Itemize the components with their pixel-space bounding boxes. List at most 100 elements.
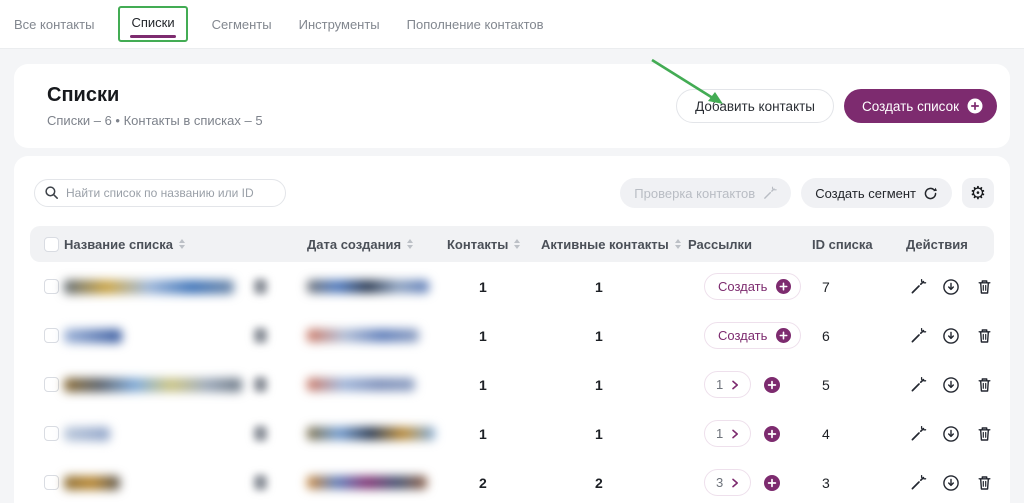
list-id: 3 — [822, 474, 830, 491]
download-icon[interactable] — [941, 473, 961, 493]
row-checkbox[interactable] — [44, 279, 59, 294]
trash-icon[interactable] — [974, 277, 994, 297]
lists-table-card: Проверка контактов Создать сегмент ⚙ Наз… — [14, 156, 1010, 503]
table-row: 1 1 1 5 — [30, 360, 994, 409]
tab-lists[interactable]: Списки — [131, 15, 175, 30]
tab-contact-replenishment[interactable]: Пополнение контактов — [406, 16, 544, 32]
row-checkbox[interactable] — [44, 328, 59, 343]
tab-tools[interactable]: Инструменты — [298, 16, 380, 32]
magic-wand-icon[interactable] — [908, 375, 928, 395]
list-name-cell[interactable] — [64, 475, 307, 490]
gear-icon: ⚙ — [969, 183, 987, 203]
add-campaign-button[interactable] — [764, 376, 781, 393]
redacted-edit-icon — [254, 475, 267, 490]
trash-icon[interactable] — [974, 375, 994, 395]
trash-icon[interactable] — [974, 473, 994, 493]
contacts-count: 1 — [479, 425, 487, 442]
tab-all-contacts[interactable]: Все контакты — [14, 16, 95, 32]
active-contacts-count: 1 — [595, 278, 603, 295]
col-campaigns: Рассылки — [688, 237, 812, 252]
select-all-checkbox[interactable] — [44, 236, 59, 252]
col-list-name[interactable]: Название списка — [64, 237, 307, 252]
created-date-cell — [307, 280, 447, 293]
page-title: Списки — [47, 83, 120, 106]
campaigns-count-button[interactable]: 1 — [704, 420, 752, 447]
download-icon[interactable] — [941, 326, 961, 346]
redacted-edit-icon — [254, 328, 267, 343]
campaigns-count-button[interactable]: 3 — [704, 469, 752, 496]
campaigns-cell: 3 — [688, 469, 812, 496]
redacted-list-name — [64, 279, 234, 294]
active-contacts-count: 2 — [595, 474, 603, 491]
check-contacts-button[interactable]: Проверка контактов — [620, 178, 792, 208]
row-check-cell — [30, 426, 64, 441]
toolbar-right: Проверка контактов Создать сегмент ⚙ — [620, 178, 994, 208]
row-check-cell — [30, 377, 64, 392]
list-name-cell[interactable] — [64, 279, 307, 294]
create-campaign-button[interactable]: Создать — [704, 322, 802, 349]
col-label: Активные контакты — [541, 236, 669, 252]
campaigns-count: 3 — [716, 475, 724, 490]
list-id: 7 — [822, 278, 830, 295]
redacted-created-date — [307, 329, 419, 342]
created-date-cell — [307, 427, 447, 440]
add-campaign-button[interactable] — [764, 425, 781, 442]
row-checkbox[interactable] — [44, 426, 59, 441]
download-icon[interactable] — [941, 277, 961, 297]
magic-wand-icon[interactable] — [908, 424, 928, 444]
magic-wand-icon[interactable] — [908, 277, 928, 297]
list-name-cell[interactable] — [64, 377, 307, 392]
create-segment-button[interactable]: Создать сегмент — [801, 178, 952, 208]
created-date-cell — [307, 378, 447, 391]
create-list-button[interactable]: Создать список — [844, 89, 997, 123]
search-input[interactable] — [34, 179, 286, 207]
redacted-list-name — [64, 426, 110, 441]
col-label: Действия — [906, 236, 968, 252]
add-contacts-button[interactable]: Добавить контакты — [676, 89, 835, 123]
redacted-list-name — [64, 328, 122, 343]
magic-wand-icon[interactable] — [908, 326, 928, 346]
row-check-cell — [30, 328, 64, 343]
trash-icon[interactable] — [974, 424, 994, 444]
campaigns-cell: 1 — [688, 420, 812, 447]
active-tab-underline — [130, 35, 176, 38]
row-checkbox[interactable] — [44, 377, 59, 392]
trash-icon[interactable] — [974, 326, 994, 346]
list-name-cell[interactable] — [64, 328, 307, 343]
page-header-card: Списки Списки – 6 • Контакты в списках –… — [14, 64, 1010, 148]
add-campaign-button[interactable] — [764, 474, 781, 491]
col-active-contacts[interactable]: Активные контакты — [541, 237, 688, 252]
select-all-cell — [30, 236, 64, 252]
tab-segments[interactable]: Сегменты — [211, 16, 272, 32]
search-icon — [44, 185, 59, 205]
campaigns-count: 1 — [716, 426, 724, 441]
row-checkbox[interactable] — [44, 475, 59, 490]
create-list-label: Создать список — [862, 98, 959, 114]
download-icon[interactable] — [941, 375, 961, 395]
plus-circle-icon — [967, 98, 983, 114]
top-nav: Все контакты Списки Сегменты Инструменты… — [0, 0, 1024, 49]
refresh-icon — [923, 186, 938, 201]
campaigns-cell: 1 — [688, 371, 812, 398]
col-list-id: ID списка — [812, 237, 890, 252]
campaigns-cell: Создать — [688, 322, 812, 349]
magic-wand-icon[interactable] — [908, 473, 928, 493]
table-toolbar: Проверка контактов Создать сегмент ⚙ — [14, 156, 1010, 218]
search-wrap — [34, 179, 286, 207]
sort-icon — [407, 239, 414, 249]
check-contacts-label: Проверка контактов — [634, 185, 756, 201]
settings-gear-button[interactable]: ⚙ — [962, 178, 994, 208]
table-body: 1 1 Создать 7 1 1 Создать 6 — [14, 262, 1010, 503]
download-icon[interactable] — [941, 424, 961, 444]
create-campaign-button[interactable]: Создать — [704, 273, 802, 300]
campaigns-count-button[interactable]: 1 — [704, 371, 752, 398]
col-label: Название списка — [64, 236, 174, 252]
create-campaign-label: Создать — [718, 279, 768, 294]
col-contacts[interactable]: Контакты — [447, 237, 541, 252]
col-created-date[interactable]: Дата создания — [307, 237, 447, 252]
actions-cell — [890, 375, 994, 395]
active-contacts-count: 1 — [595, 327, 603, 344]
active-contacts-count: 1 — [595, 376, 603, 393]
list-name-cell[interactable] — [64, 426, 307, 441]
